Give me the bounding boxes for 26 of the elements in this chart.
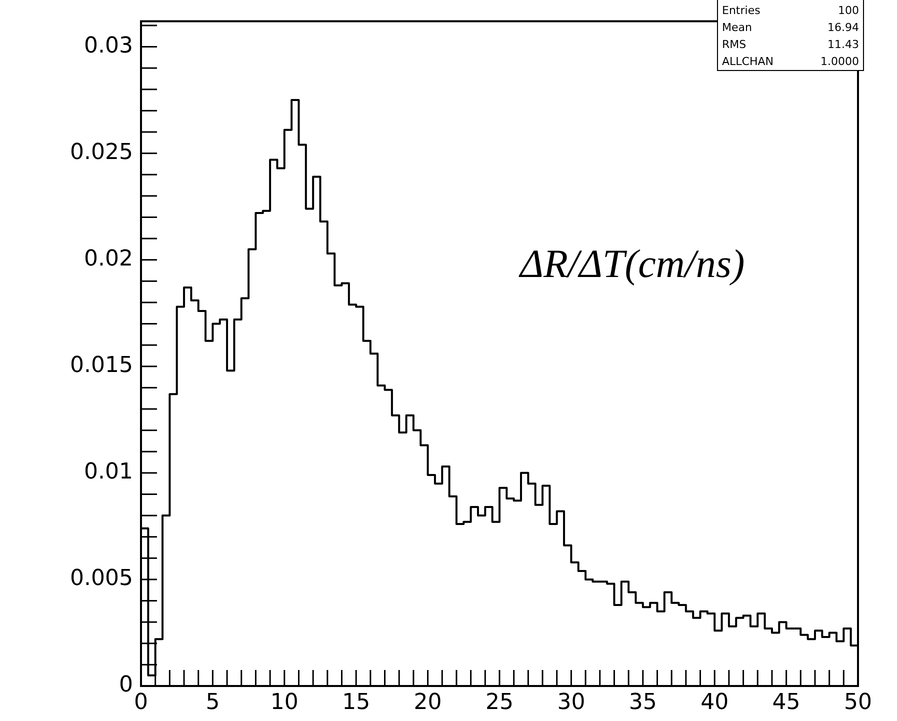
annotation: RMS bbox=[722, 37, 746, 52]
annotation: Mean bbox=[722, 20, 752, 35]
x-tick-label: 5 bbox=[206, 690, 220, 715]
text: 100 bbox=[838, 3, 859, 18]
y-tick-label: 0.005 bbox=[70, 566, 133, 592]
y-tick-label: 0.03 bbox=[84, 33, 133, 58]
annotation: 1.0000 bbox=[820, 54, 859, 69]
x-tick-label: 20 bbox=[414, 690, 442, 715]
x-tick-label: 10 bbox=[270, 690, 298, 715]
y-tick-label: 0 bbox=[119, 672, 133, 698]
x-tick-label: 40 bbox=[700, 690, 729, 715]
annotation: 11.43 bbox=[828, 37, 859, 52]
y-tick-label: 0.025 bbox=[70, 140, 133, 166]
text: Entries bbox=[722, 3, 760, 18]
x-tick-label: 45 bbox=[772, 690, 800, 715]
x-tick-label: 15 bbox=[342, 690, 370, 715]
annotation: 16.94 bbox=[828, 20, 859, 35]
annotation: ALLCHAN bbox=[722, 54, 774, 69]
x-tick-label: 50 bbox=[844, 690, 872, 715]
x-tick-label: 35 bbox=[628, 690, 657, 715]
y-tick-label: 0.015 bbox=[70, 353, 133, 378]
x-axis-title: ΔR/ΔT(cm/ns) bbox=[520, 240, 745, 287]
y-tick-label: 0.01 bbox=[84, 460, 133, 485]
y-tick-label: 0.02 bbox=[84, 246, 133, 272]
x-tick-label: 25 bbox=[486, 690, 514, 715]
x-tick-label: 30 bbox=[557, 690, 586, 715]
